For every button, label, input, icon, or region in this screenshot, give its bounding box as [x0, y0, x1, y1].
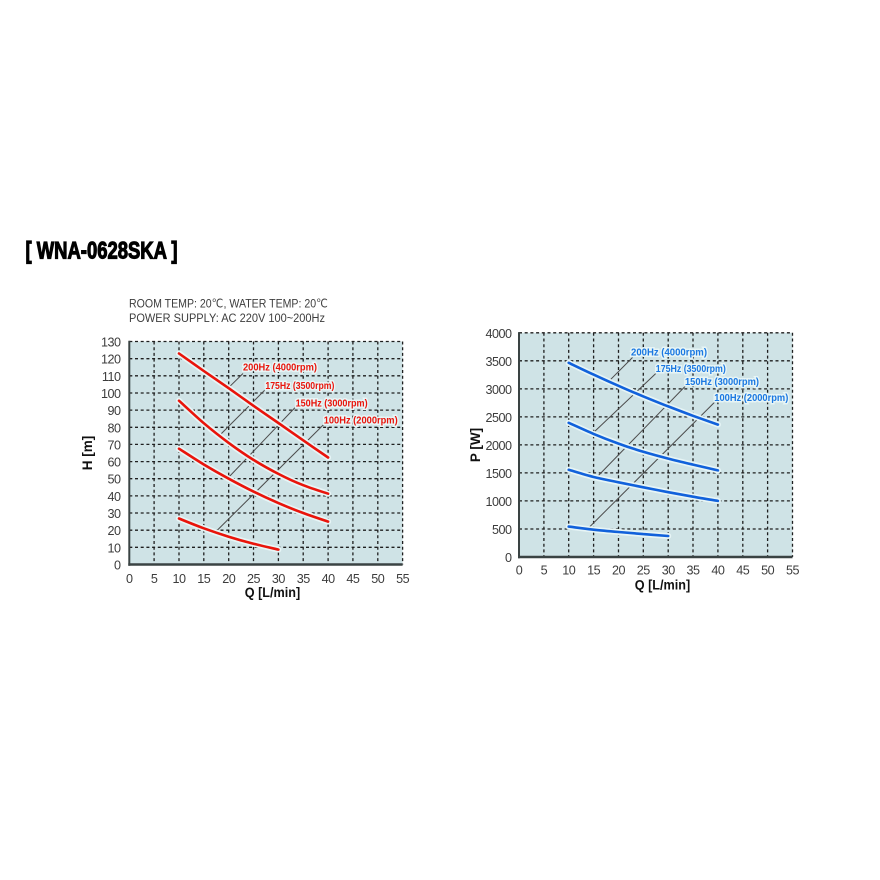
svg-text:4000: 4000: [485, 327, 512, 341]
svg-text:20: 20: [107, 524, 121, 538]
svg-text:100Hz (2000rpm): 100Hz (2000rpm): [324, 416, 398, 427]
svg-text:0: 0: [126, 572, 133, 586]
svg-text:3000: 3000: [485, 383, 512, 397]
svg-text:500: 500: [492, 523, 512, 537]
svg-text:100: 100: [101, 387, 121, 401]
svg-text:55: 55: [786, 564, 800, 578]
svg-text:2000: 2000: [485, 439, 512, 453]
svg-text:0: 0: [516, 564, 523, 578]
svg-text:15: 15: [587, 564, 601, 578]
svg-text:40: 40: [711, 564, 725, 578]
svg-text:0: 0: [505, 551, 512, 565]
svg-text:40: 40: [322, 572, 336, 586]
svg-text:35: 35: [297, 572, 311, 586]
svg-text:50: 50: [371, 572, 385, 586]
svg-text:H [m]: H [m]: [80, 436, 95, 471]
svg-text:45: 45: [736, 564, 750, 578]
svg-text:50: 50: [107, 473, 121, 487]
svg-text:130: 130: [101, 336, 121, 350]
svg-text:Q [L/min]: Q [L/min]: [635, 578, 691, 593]
svg-text:1500: 1500: [485, 467, 512, 481]
svg-text:ROOM TEMP: 20℃, WATER TEMP: 20: ROOM TEMP: 20℃, WATER TEMP: 20℃: [129, 297, 328, 311]
svg-text:35: 35: [686, 564, 700, 578]
svg-text:3500: 3500: [485, 355, 512, 369]
svg-text:5: 5: [151, 572, 158, 586]
svg-text:70: 70: [107, 438, 121, 452]
svg-text:25: 25: [247, 572, 261, 586]
svg-text:20: 20: [222, 572, 236, 586]
svg-text:30: 30: [662, 564, 676, 578]
svg-text:200Hz (4000rpm): 200Hz (4000rpm): [243, 363, 317, 374]
svg-text:150Hz (3000rpm): 150Hz (3000rpm): [685, 377, 759, 388]
svg-text:5: 5: [541, 564, 548, 578]
svg-text:175Hz (3500rpm): 175Hz (3500rpm): [265, 381, 334, 392]
svg-text:60: 60: [107, 456, 121, 470]
svg-text:150Hz (3000rpm): 150Hz (3000rpm): [296, 399, 368, 410]
svg-text:50: 50: [761, 564, 775, 578]
svg-text:POWER SUPPLY: AC 220V 100~200H: POWER SUPPLY: AC 220V 100~200Hz: [129, 311, 325, 325]
svg-text:55: 55: [396, 572, 410, 586]
svg-text:10: 10: [562, 564, 576, 578]
svg-text:2500: 2500: [485, 411, 512, 425]
svg-text:0: 0: [114, 559, 121, 573]
svg-text:20: 20: [612, 564, 626, 578]
svg-text:100Hz (2000rpm): 100Hz (2000rpm): [714, 393, 788, 404]
svg-text:30: 30: [272, 572, 286, 586]
svg-text:110: 110: [102, 370, 121, 384]
svg-text:30: 30: [107, 507, 121, 521]
svg-text:Q [L/min]: Q [L/min]: [245, 585, 301, 600]
svg-text:10: 10: [172, 572, 186, 586]
svg-text:25: 25: [637, 564, 651, 578]
svg-text:P [W]: P [W]: [468, 428, 483, 462]
svg-text:45: 45: [346, 572, 360, 586]
svg-text:120: 120: [101, 353, 121, 367]
svg-text:10: 10: [107, 541, 121, 555]
svg-text:15: 15: [197, 572, 211, 586]
svg-text:80: 80: [107, 421, 121, 435]
svg-text:[ WNA-0628SKA ]: [ WNA-0628SKA ]: [26, 237, 178, 264]
svg-text:200Hz (4000rpm): 200Hz (4000rpm): [631, 348, 707, 359]
svg-text:175Hz (3500rpm): 175Hz (3500rpm): [656, 364, 726, 375]
svg-text:90: 90: [107, 404, 121, 418]
svg-text:40: 40: [107, 490, 121, 504]
svg-text:1000: 1000: [485, 495, 512, 509]
